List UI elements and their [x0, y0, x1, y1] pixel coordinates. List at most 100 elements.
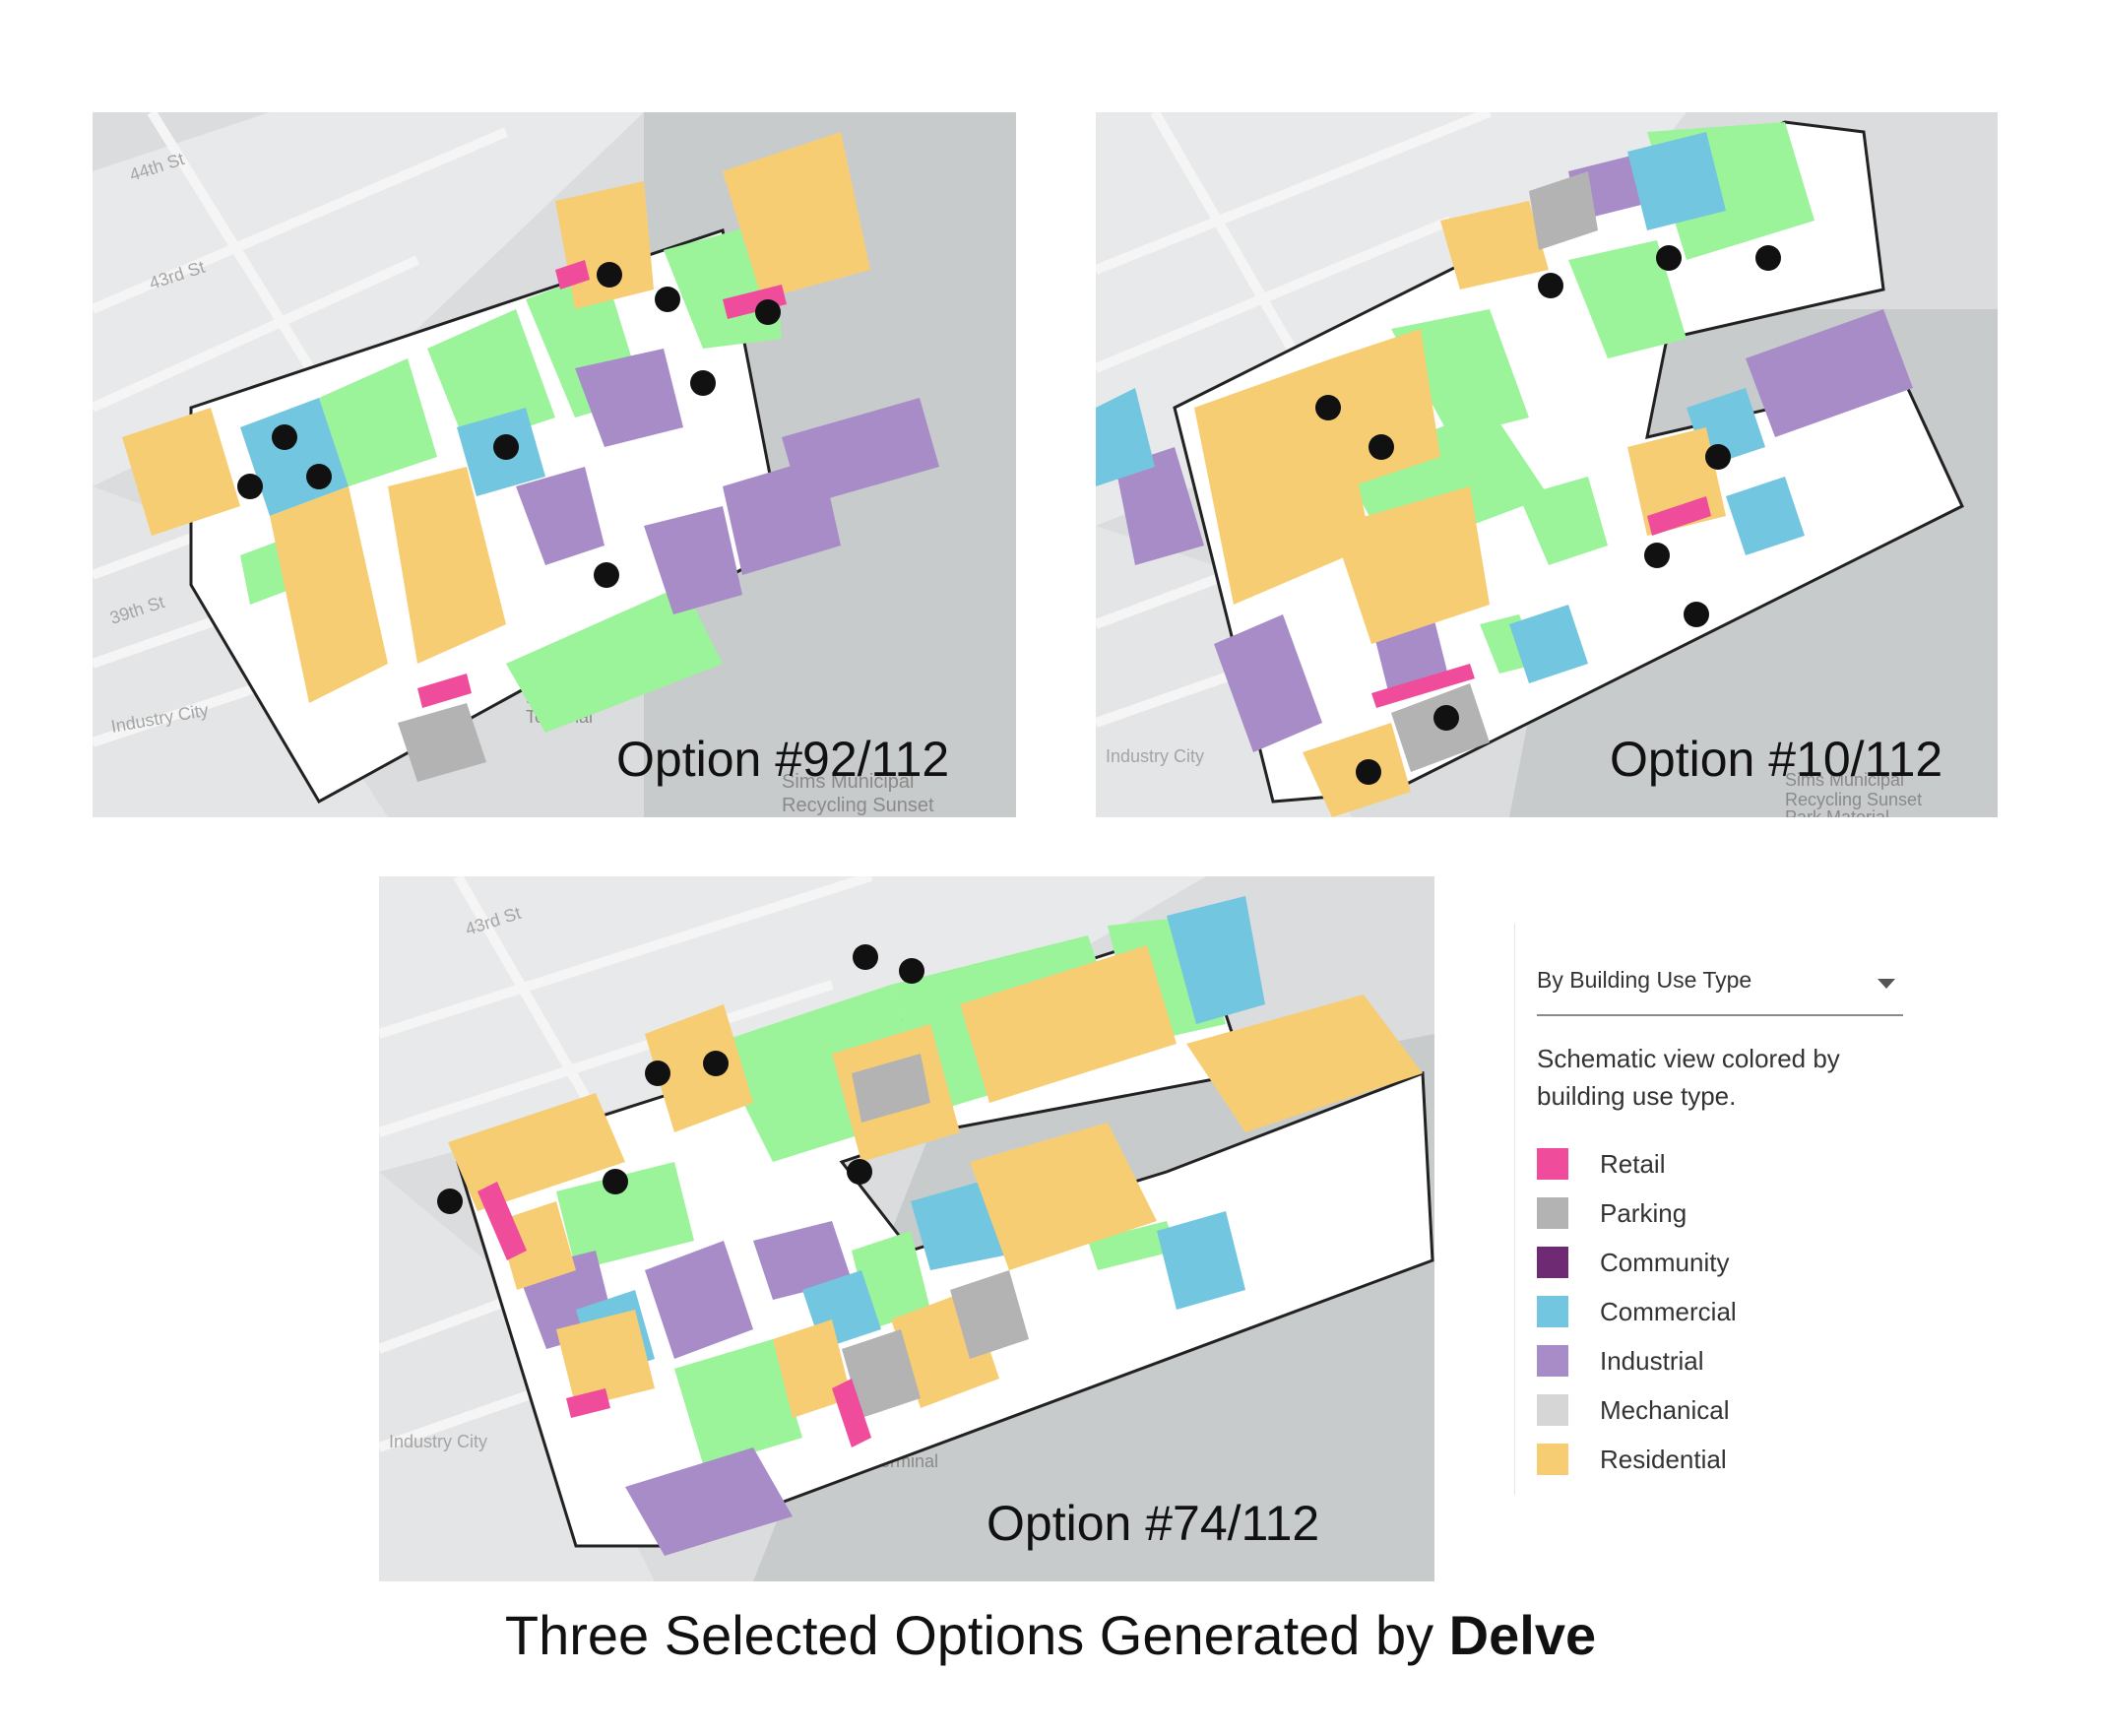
- medical-marker-icon: [272, 424, 297, 450]
- restaurant-marker-icon: [594, 562, 619, 588]
- site-map-option-10: Industry City Sims Municipal Recycling S…: [1096, 112, 1998, 817]
- site-map-option-74: Industry City Terminal 43rd St: [379, 876, 1434, 1581]
- restaurant-marker-icon: [703, 1051, 729, 1076]
- color-swatch: [1537, 1444, 1568, 1475]
- color-swatch: [1537, 1148, 1568, 1180]
- caption-text: Three Selected Options Generated by: [504, 1604, 1449, 1666]
- parcels: [1096, 122, 1913, 817]
- legend-label: Community: [1600, 1248, 1730, 1277]
- color-swatch: [1537, 1247, 1568, 1278]
- legend-item-community: Community: [1537, 1239, 1903, 1288]
- industrial-parcel: [753, 1221, 852, 1300]
- industrial-parcel: [1214, 614, 1322, 752]
- restaurant-marker-icon: [1755, 245, 1781, 271]
- color-swatch: [1537, 1394, 1568, 1426]
- area-label: Sims Municipal: [1785, 770, 1904, 790]
- shop-marker-icon: [1705, 444, 1731, 470]
- shopping-cart-marker-icon: [899, 958, 924, 984]
- legend-label: Commercial: [1600, 1297, 1737, 1326]
- commercial-parcel: [1627, 132, 1726, 230]
- commercial-parcel: [1509, 605, 1588, 683]
- commercial-parcel: [1157, 1211, 1245, 1310]
- color-swatch: [1537, 1296, 1568, 1327]
- option-label: Option #74/112: [987, 1496, 1320, 1551]
- open-space-parcel: [1568, 240, 1687, 358]
- industrial-parcel: [645, 1241, 753, 1359]
- commercial-parcel: [1726, 477, 1805, 555]
- shopping-cart-marker-icon: [1684, 602, 1709, 627]
- dropdown-label: By Building Use Type: [1537, 967, 1752, 993]
- legend-label: Retail: [1600, 1149, 1666, 1179]
- legend-label: Mechanical: [1600, 1395, 1730, 1425]
- option-panel-92: 44th St 43rd St 39th St Industry City Si…: [93, 112, 1016, 817]
- color-swatch: [1537, 1345, 1568, 1377]
- residential-parcel: [122, 408, 240, 536]
- chevron-down-icon: [1878, 979, 1895, 989]
- restaurant-marker-icon: [645, 1061, 670, 1086]
- medical-marker-icon: [690, 370, 716, 396]
- legend-item-retail: Retail: [1537, 1140, 1903, 1189]
- medical-marker-icon: [1656, 245, 1682, 271]
- option-panel-10: Industry City Sims Municipal Recycling S…: [1096, 112, 1998, 817]
- legend-list: Retail Parking Community Commercial Indu…: [1537, 1140, 1903, 1485]
- restaurant-marker-icon: [493, 434, 519, 460]
- legend-label: Parking: [1600, 1198, 1687, 1228]
- industrial-parcel: [625, 1447, 793, 1556]
- area-label: Industry City: [389, 1432, 487, 1451]
- industrial-parcel: [1746, 309, 1913, 437]
- residential-parcel: [773, 1319, 852, 1418]
- retail-parcel: [417, 674, 472, 708]
- color-swatch: [1537, 1197, 1568, 1229]
- legend-item-residential: Residential: [1537, 1436, 1903, 1485]
- industrial-parcel: [782, 398, 939, 506]
- poi-markers: [237, 262, 781, 588]
- legend-item-industrial: Industrial: [1537, 1337, 1903, 1386]
- open-space-parcel: [319, 358, 437, 486]
- retail-parcel: [1647, 496, 1711, 536]
- parcels: [122, 132, 939, 782]
- residential-parcel: [497, 1201, 576, 1290]
- medical-marker-icon: [603, 1169, 628, 1194]
- option-label: Option #10/112: [1610, 732, 1943, 787]
- option-label: Option #92/112: [616, 732, 950, 787]
- retail-parcel: [832, 1379, 871, 1447]
- area-label: Industry City: [1106, 746, 1204, 766]
- poi-markers: [1315, 245, 1781, 785]
- retail-parcel: [555, 260, 590, 289]
- parcels: [448, 896, 1423, 1556]
- retail-parcel: [1371, 664, 1475, 708]
- legend-label: Industrial: [1600, 1346, 1704, 1376]
- area-label: Recycling Sunset: [782, 795, 934, 816]
- legend-label: Residential: [1600, 1445, 1727, 1474]
- open-space-parcel: [556, 1162, 694, 1270]
- brand-name: Delve: [1448, 1604, 1597, 1666]
- restaurant-marker-icon: [437, 1189, 463, 1214]
- legend-item-mechanical: Mechanical: [1537, 1386, 1903, 1436]
- open-space-parcel: [506, 585, 723, 733]
- open-space-parcel: [1088, 1221, 1177, 1270]
- restaurant-marker-icon: [1644, 543, 1670, 568]
- residential-parcel: [556, 1310, 655, 1408]
- legend-item-parking: Parking: [1537, 1189, 1903, 1239]
- retail-parcel: [566, 1388, 610, 1418]
- figure-caption: Three Selected Options Generated by Delv…: [0, 1603, 2101, 1667]
- legend-item-commercial: Commercial: [1537, 1288, 1903, 1337]
- parking-parcel: [852, 1054, 930, 1123]
- city-block-area: [93, 112, 644, 486]
- residential-parcel: [960, 945, 1177, 1103]
- industrial-parcel: [1115, 447, 1204, 565]
- commercial-parcel: [1167, 896, 1265, 1024]
- color-by-dropdown[interactable]: By Building Use Type: [1537, 957, 1903, 1016]
- residential-parcel: [1440, 201, 1549, 289]
- residential-parcel: [388, 467, 506, 664]
- medical-marker-icon: [597, 262, 622, 288]
- residential-parcel: [1332, 486, 1490, 644]
- option-panel-74: Industry City Terminal 43rd St: [379, 876, 1434, 1581]
- medical-marker-icon: [237, 474, 263, 499]
- open-space-parcel: [674, 1339, 802, 1467]
- industrial-parcel: [575, 349, 683, 447]
- parking-parcel: [842, 1329, 921, 1418]
- residential-parcel: [970, 1123, 1157, 1270]
- medical-marker-icon: [306, 464, 332, 489]
- shop-marker-icon: [847, 1159, 872, 1185]
